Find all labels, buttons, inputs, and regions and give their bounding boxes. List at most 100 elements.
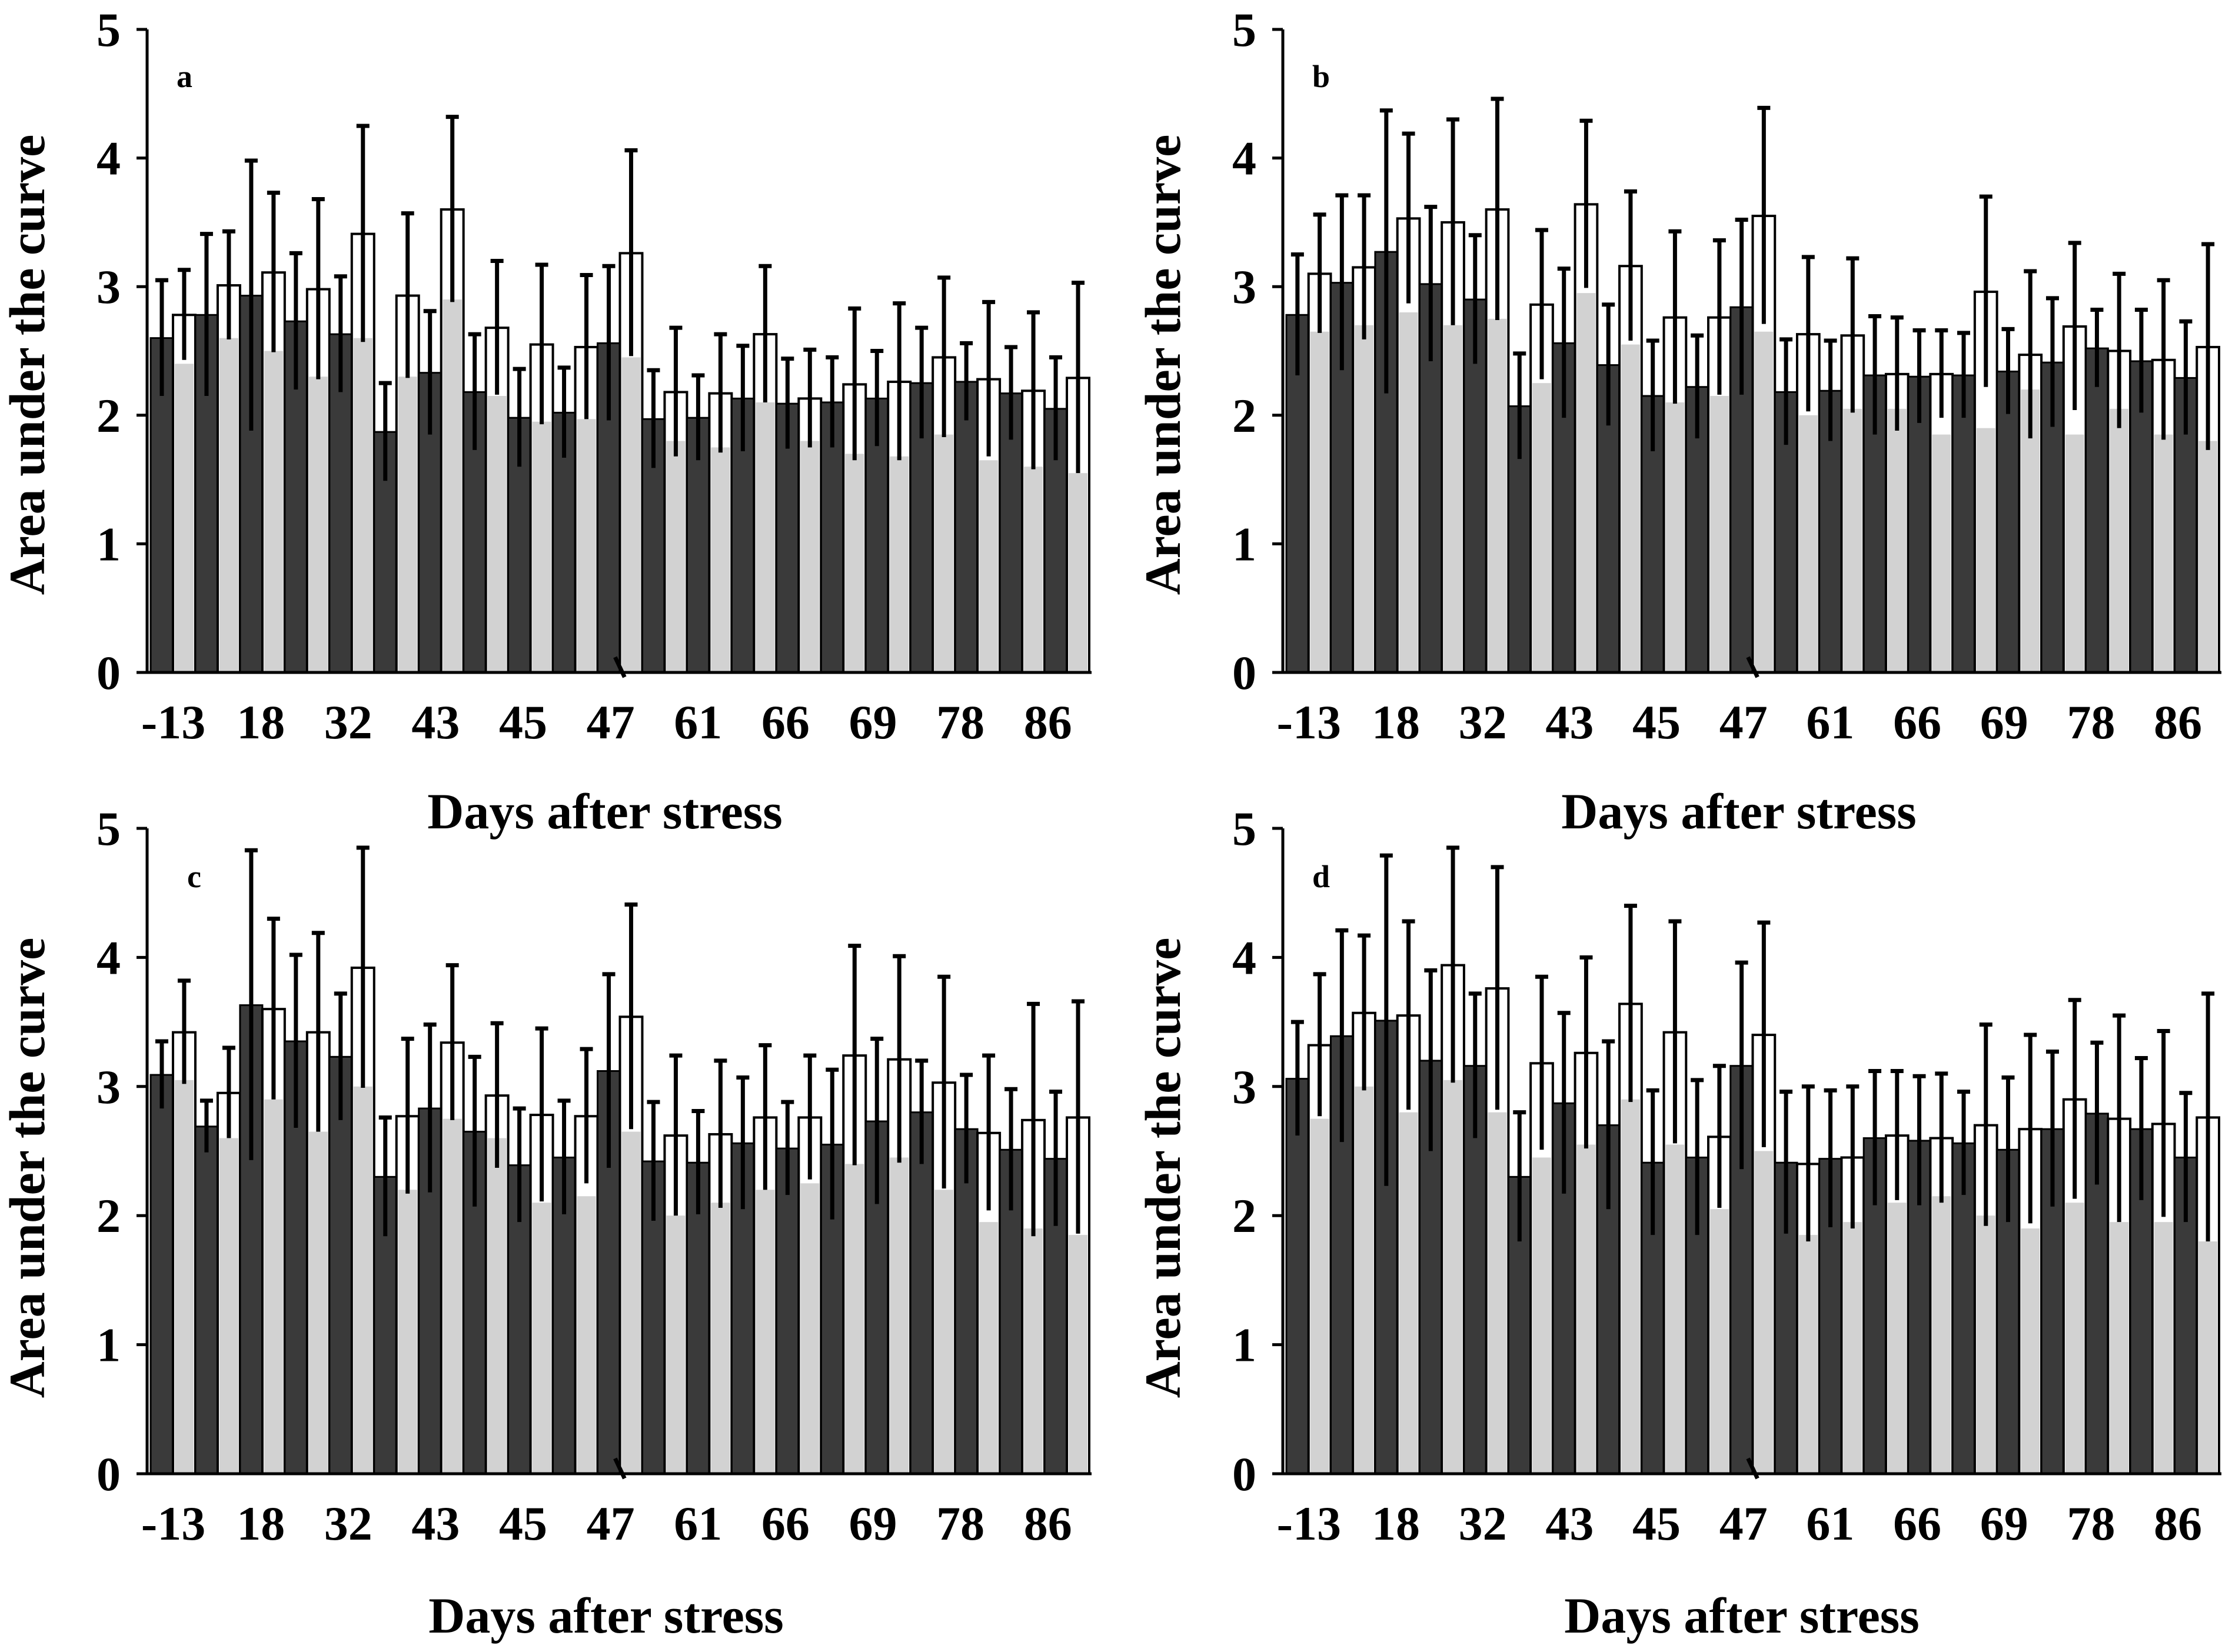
panel-a-x-tick-label-0: -13	[141, 695, 205, 749]
panel-d-x-tick-label-10: 86	[2154, 1497, 2202, 1550]
panel-c-x-tick-label-8: 69	[849, 1497, 897, 1550]
panel-c-bar-light-14	[800, 1183, 820, 1474]
panel-b-y-tick-label-0: 0	[1232, 646, 1256, 700]
panel-b-bar-light-7	[1621, 344, 1640, 672]
panel-d-bar-light-13	[1887, 1203, 1907, 1474]
panel-d-bar-light-0	[1310, 1118, 1329, 1474]
panel-d-bar-light-15	[1976, 1215, 1995, 1474]
panel-c-bar-dark-1	[194, 1125, 219, 1475]
panel-c-bar-light-15	[845, 1164, 864, 1474]
panel-b-bar-light-4	[1488, 318, 1507, 672]
panel-b-bar-light-5	[1532, 383, 1551, 672]
panel-a-bar-light-9	[577, 419, 596, 672]
panel-d-x-tick-label-8: 69	[1980, 1497, 2028, 1550]
panel-a-x-tick-label-3: 43	[411, 695, 460, 749]
panel-b-bar-light-20	[2198, 441, 2217, 672]
panel-c-x-tick-label-5: 47	[587, 1497, 635, 1550]
panel-c-bar-dark-6	[418, 1107, 443, 1475]
panel-d-bar-dark-0	[1285, 1078, 1310, 1475]
panel-a-bar-light-20	[1069, 473, 1087, 672]
panel-b-x-tick-label-7: 66	[1893, 695, 1941, 749]
panel-a-axis-break	[613, 656, 627, 678]
panel-c-bar-light-20	[1069, 1235, 1087, 1474]
panel-d-y-tick-label-1: 1	[1232, 1318, 1256, 1372]
panel-d-bar-light-5	[1532, 1157, 1551, 1474]
panel-c-x-tick-label-2: 32	[324, 1497, 372, 1550]
panel-a-y-tick-label-0: 0	[97, 646, 121, 700]
panel-d-bar-dark-15	[1951, 1142, 1976, 1475]
panel-a-y-tick-label-1: 1	[97, 517, 121, 571]
panel-a-y-tick-label-3: 3	[97, 260, 121, 314]
panel-b-bar-dark-16	[1996, 370, 2020, 674]
panel-d-bar-light-18	[2110, 1222, 2129, 1474]
panel-c-bar-light-16	[890, 1157, 909, 1474]
panel-b-bar-light-15	[1976, 428, 1995, 672]
panel-b-bar-light-14	[1932, 434, 1951, 672]
panel-c-label: c	[187, 859, 201, 894]
panel-a-label: a	[177, 59, 192, 94]
panel-c-bar-light-8	[532, 1203, 551, 1474]
panel-d-bar-light-20	[2198, 1241, 2217, 1474]
panel-d-bar-light-19	[2154, 1222, 2173, 1474]
panel-c-bar-light-0	[174, 1080, 194, 1474]
panel-c-x-tick-label-10: 86	[1024, 1497, 1072, 1550]
panel-c-y-tick-label-5: 5	[97, 802, 121, 855]
panel-a-bar-light-12	[711, 447, 730, 672]
panel-c-bar-dark-14	[775, 1147, 800, 1475]
panel-b-bar-light-19	[2154, 434, 2173, 672]
panel-d-bar-light-9	[1710, 1209, 1729, 1474]
panel-d-x-tick-label-2: 32	[1459, 1497, 1507, 1550]
panel-d-bar-light-11	[1798, 1235, 1818, 1474]
panel-c-bar-light-17	[934, 1190, 954, 1474]
panel-b-x-tick-label-1: 18	[1372, 695, 1420, 749]
panel-c-x-tick-label-7: 66	[761, 1497, 810, 1550]
panel-d-bar-light-7	[1621, 1099, 1640, 1474]
panel-b-y-tick-label-1: 1	[1232, 517, 1256, 571]
panel-c-y-tick-label-4: 4	[97, 931, 121, 984]
panel-a-bar-light-11	[666, 441, 686, 672]
panel-b-bar-dark-14	[1907, 375, 1931, 674]
panel-d-bar-light-14	[1932, 1196, 1951, 1474]
panel-b-x-tick-label-6: 61	[1806, 695, 1854, 749]
panel-c-bar-light-19	[1024, 1228, 1043, 1474]
panel-b-y-tick-label-3: 3	[1232, 260, 1256, 314]
panel-a-bar-light-16	[890, 456, 909, 672]
panel-b-y-tick-label-5: 5	[1232, 3, 1256, 56]
panel-b-bar-dark-18	[2085, 347, 2109, 674]
panel-c-bar-light-18	[979, 1222, 999, 1474]
panel-a-bar-light-1	[219, 338, 238, 672]
panel-b-bar-light-2	[1399, 312, 1418, 672]
panel-d-bar-light-12	[1843, 1222, 1862, 1474]
panel-d-y-tick-label-0: 0	[1232, 1447, 1256, 1501]
panel-c-x-tick-label-9: 78	[936, 1497, 984, 1550]
panel-b-bar-light-17	[2065, 434, 2084, 672]
panel-b-bar-light-11	[1798, 415, 1818, 672]
panel-b-bar-light-3	[1443, 325, 1462, 672]
panel-b-x-tick-label-10: 86	[2154, 695, 2202, 749]
panel-d-y-tick-label-4: 4	[1232, 931, 1256, 984]
panel-b-bar-dark-6	[1552, 342, 1576, 674]
panel-b-bar-light-12	[1843, 408, 1862, 672]
panel-a-bar-light-18	[979, 460, 999, 672]
panel-a-bar-light-10	[621, 357, 641, 672]
panel-b-bar-light-10	[1754, 331, 1774, 672]
panel-a-x-axis-title: Days after stress	[427, 783, 782, 840]
panel-b-y-tick-label-2: 2	[1232, 389, 1256, 442]
panel-a-bar-light-14	[800, 441, 820, 672]
panel-c-bar-dark-17	[909, 1111, 934, 1475]
panel-a-x-tick-label-2: 32	[324, 695, 372, 749]
panel-d-x-tick-label-6: 61	[1806, 1497, 1854, 1550]
panel-d-bar-light-8	[1665, 1144, 1685, 1474]
panel-a-bar-light-13	[756, 402, 775, 672]
panel-c-bar-light-4	[353, 1086, 372, 1474]
panel-b-bar-light-1	[1355, 325, 1373, 672]
panel-c-bar-light-9	[577, 1196, 596, 1474]
panel-c-bar-light-5	[398, 1190, 417, 1474]
panel-d-y-axis-title: Area under the curve	[1135, 938, 1191, 1398]
panel-a-bar-light-15	[845, 454, 864, 672]
panel-d-bar-light-4	[1488, 1112, 1507, 1474]
panel-b-label: b	[1312, 59, 1330, 94]
panel-d-y-tick-label-2: 2	[1232, 1189, 1256, 1243]
panel-d-x-tick-label-9: 78	[2067, 1497, 2115, 1550]
